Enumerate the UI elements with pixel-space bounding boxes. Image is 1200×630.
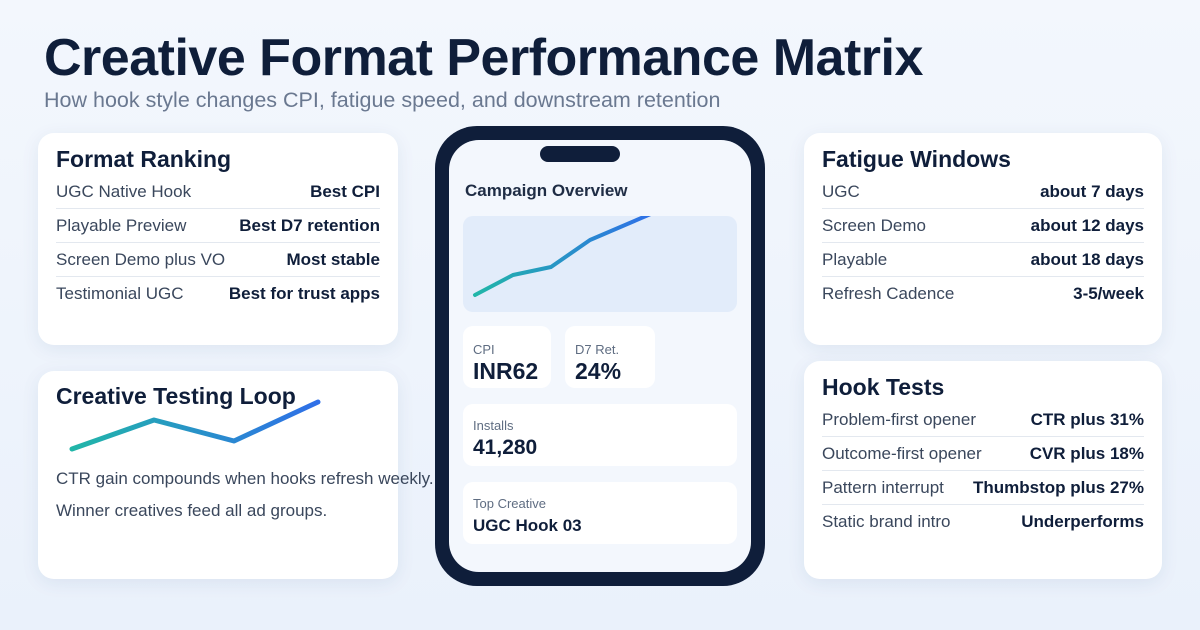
campaign-trend-line <box>473 216 652 297</box>
row-value: Thumbstop plus 27% <box>973 477 1144 497</box>
fatigue-row: UGC about 7 days <box>822 175 1144 209</box>
row-label: Playable <box>822 249 888 269</box>
row-value: Most stable <box>286 249 380 269</box>
installs-value: 41,280 <box>473 436 538 459</box>
page-title: Creative Format Performance Matrix <box>44 29 923 87</box>
phone-mockup: Campaign Overview CPI INR62 D7 Ret. 24% … <box>435 126 765 586</box>
row-value: Best D7 retention <box>239 215 380 235</box>
campaign-overview-title: Campaign Overview <box>465 181 628 200</box>
row-value: about 12 days <box>1030 215 1144 235</box>
cpi-tile: CPI INR62 <box>463 326 551 388</box>
row-label: Pattern interrupt <box>822 477 944 497</box>
row-label: Screen Demo plus VO <box>56 249 226 269</box>
row-value: about 7 days <box>1040 181 1144 201</box>
row-label: Screen Demo <box>822 215 926 235</box>
format-ranking-row: Screen Demo plus VO Most stable <box>56 243 380 277</box>
testing-loop-text: Winner creatives feed all ad groups. <box>56 501 328 520</box>
top-creative-tile: Top Creative UGC Hook 03 <box>463 482 737 544</box>
testing-loop-title: Creative Testing Loop <box>56 383 296 409</box>
format-ranking-row: Testimonial UGC Best for trust apps <box>56 277 380 310</box>
hook-test-row: Problem-first opener CTR plus 31% <box>822 403 1144 437</box>
row-label: UGC <box>822 181 860 201</box>
row-value: about 18 days <box>1030 249 1144 269</box>
format-ranking-title: Format Ranking <box>56 146 232 172</box>
hook-tests-list: Problem-first opener CTR plus 31% Outcom… <box>822 403 1144 538</box>
row-label: Testimonial UGC <box>56 283 184 303</box>
row-label: Static brand intro <box>822 511 951 531</box>
row-label: Problem-first opener <box>822 409 977 429</box>
row-label: Refresh Cadence <box>822 283 955 303</box>
fatigue-row: Screen Demo about 12 days <box>822 209 1144 243</box>
d7-value: 24% <box>575 358 622 384</box>
testing-loop-card: Creative Testing Loop CTR gain compounds… <box>38 371 434 579</box>
hook-tests-title: Hook Tests <box>822 374 945 400</box>
format-ranking-row: Playable Preview Best D7 retention <box>56 209 380 243</box>
row-value: Underperforms <box>1021 511 1144 531</box>
testing-loop-trend-line <box>69 399 321 452</box>
campaign-chart <box>463 216 737 312</box>
page-subtitle: How hook style changes CPI, fatigue spee… <box>44 88 721 112</box>
d7-label: D7 Ret. <box>575 342 620 357</box>
testing-loop-text: CTR gain compounds when hooks refresh we… <box>56 469 434 488</box>
row-value: Best CPI <box>310 181 380 201</box>
top-creative-value: UGC Hook 03 <box>473 516 582 535</box>
fatigue-row: Refresh Cadence 3-5/week <box>822 277 1144 310</box>
format-ranking-card: Format Ranking UGC Native Hook Best CPI … <box>38 133 398 345</box>
cpi-label: CPI <box>473 342 495 357</box>
phone-screen: Campaign Overview CPI INR62 D7 Ret. 24% … <box>449 140 751 572</box>
fatigue-windows-title: Fatigue Windows <box>822 146 1011 172</box>
fatigue-row: Playable about 18 days <box>822 243 1144 277</box>
row-label: UGC Native Hook <box>56 181 192 201</box>
hook-test-row: Pattern interrupt Thumbstop plus 27% <box>822 471 1144 505</box>
row-value: CTR plus 31% <box>1030 409 1144 429</box>
hook-test-row: Outcome-first opener CVR plus 18% <box>822 437 1144 471</box>
phone-notch <box>540 146 620 162</box>
row-label: Playable Preview <box>56 215 187 235</box>
fatigue-windows-list: UGC about 7 days Screen Demo about 12 da… <box>822 175 1144 310</box>
row-value: CVR plus 18% <box>1029 443 1144 463</box>
cpi-value: INR62 <box>473 358 539 384</box>
hook-test-row: Static brand intro Underperforms <box>822 505 1144 538</box>
top-creative-label: Top Creative <box>473 496 546 511</box>
hook-tests-card: Hook Tests Problem-first opener CTR plus… <box>804 361 1162 579</box>
row-value: Best for trust apps <box>228 283 380 303</box>
format-ranking-list: UGC Native Hook Best CPI Playable Previe… <box>56 175 380 310</box>
installs-tile: Installs 41,280 <box>463 404 737 466</box>
row-label: Outcome-first opener <box>822 443 982 463</box>
row-value: 3-5/week <box>1073 283 1144 303</box>
fatigue-windows-card: Fatigue Windows UGC about 7 days Screen … <box>804 133 1162 345</box>
d7-retention-tile: D7 Ret. 24% <box>565 326 655 388</box>
format-ranking-row: UGC Native Hook Best CPI <box>56 175 380 209</box>
installs-label: Installs <box>473 418 514 433</box>
